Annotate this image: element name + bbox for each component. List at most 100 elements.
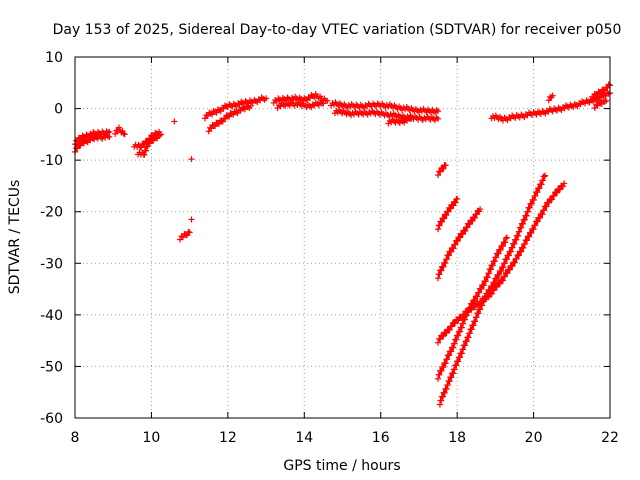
data-point: [501, 273, 508, 280]
data-point: [444, 382, 451, 389]
data-point: [487, 266, 494, 273]
data-point: [482, 294, 489, 301]
data-point: [439, 393, 446, 400]
data-point: [489, 262, 496, 269]
data-point: [458, 350, 465, 357]
data-point: [460, 320, 467, 327]
data-point: [144, 143, 151, 150]
data-point: [500, 264, 507, 271]
data-point: [526, 204, 533, 211]
data-point: [441, 215, 448, 222]
data-point: [503, 234, 510, 241]
data-point: [106, 128, 113, 135]
data-point: [503, 256, 510, 263]
data-point: [311, 94, 318, 101]
data-point: [263, 95, 270, 102]
data-point: [484, 274, 491, 281]
y-axis-label: SDTVAR / TECUs: [7, 180, 23, 295]
data-point: [188, 216, 195, 223]
data-point: [440, 364, 447, 371]
data-point: [460, 346, 467, 353]
data-point: [454, 238, 461, 245]
data-point: [453, 362, 460, 369]
data-point: [502, 239, 509, 246]
data-point: [480, 298, 487, 305]
data-point: [605, 81, 612, 88]
data-point: [541, 173, 548, 180]
data-point: [473, 211, 480, 218]
data-point: [466, 330, 473, 337]
data-point: [500, 243, 506, 250]
data-point: [496, 271, 503, 278]
data-point: [498, 268, 505, 275]
data-point: [500, 277, 506, 284]
data-point: [504, 270, 511, 277]
data-point: [156, 132, 163, 139]
data-point: [513, 236, 520, 243]
data-point: [493, 254, 500, 261]
data-point: [536, 185, 543, 192]
data-point: [513, 255, 520, 262]
data-point: [171, 118, 178, 125]
data-point: [477, 206, 484, 213]
data-point: [521, 241, 528, 248]
data-point: [438, 397, 445, 404]
data-point: [465, 308, 472, 315]
data-point: [474, 293, 481, 300]
data-point: [491, 279, 498, 286]
data-point: [77, 142, 84, 149]
data-point: [466, 221, 473, 228]
data-point: [521, 216, 528, 223]
data-point: [188, 156, 195, 163]
data-point: [138, 144, 145, 151]
data-point: [408, 115, 415, 122]
data-point: [472, 297, 479, 304]
data-point: [443, 330, 450, 337]
data-point: [440, 333, 447, 340]
data-point: [528, 200, 535, 207]
data-point: [452, 320, 459, 327]
data-points: [72, 81, 613, 408]
data-point: [435, 108, 442, 115]
data-point: [507, 248, 514, 255]
x-tick-label: 18: [448, 430, 466, 446]
y-tick-label: 10: [45, 50, 63, 66]
data-point: [516, 252, 523, 259]
data-point: [435, 115, 442, 122]
data-point: [120, 130, 127, 137]
data-point: [476, 289, 483, 296]
data-point: [475, 310, 482, 317]
data-point: [534, 189, 541, 196]
data-point: [436, 371, 443, 378]
data-point: [603, 97, 610, 104]
data-point: [247, 102, 254, 109]
data-point: [537, 214, 544, 221]
data-point: [464, 224, 471, 231]
data-point: [451, 340, 458, 347]
data-point: [438, 367, 445, 374]
x-tick-label: 16: [372, 430, 390, 446]
data-point: [447, 205, 454, 212]
data-point: [437, 336, 444, 343]
data-point: [530, 197, 537, 204]
data-point: [477, 306, 484, 313]
data-point: [496, 280, 503, 287]
data-point: [435, 275, 442, 282]
data-point: [448, 374, 455, 381]
data-point: [445, 208, 452, 215]
data-point: [515, 232, 522, 239]
data-point: [484, 290, 491, 297]
data-point: [446, 326, 453, 333]
data-point: [470, 322, 477, 329]
data-point: [491, 258, 498, 265]
data-point: [458, 324, 465, 331]
data-point: [436, 401, 443, 408]
data-point: [451, 366, 458, 373]
data-point: [487, 287, 494, 294]
data-point: [452, 199, 459, 206]
data-point: [452, 241, 459, 248]
data-point: [446, 378, 453, 385]
data-point: [550, 193, 557, 200]
data-point: [509, 244, 516, 251]
